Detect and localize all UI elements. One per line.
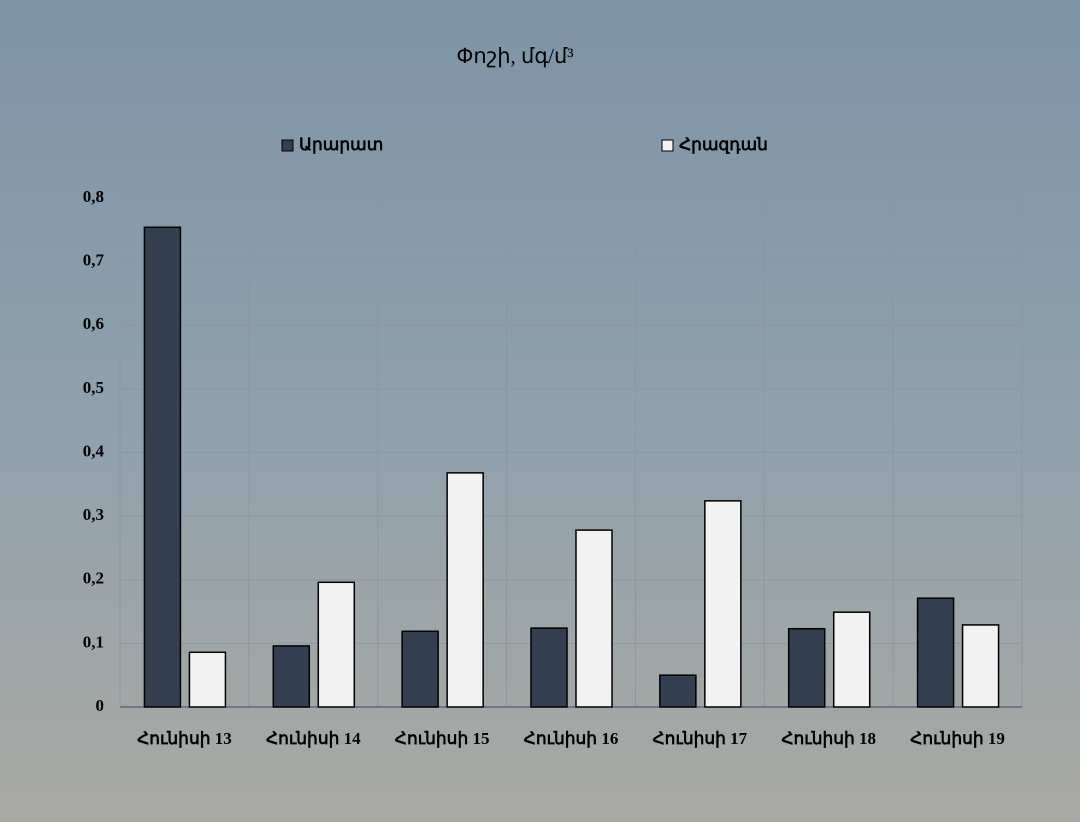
- y-tick-label: 0,4: [83, 441, 105, 460]
- y-tick-label: 0: [96, 696, 105, 715]
- y-tick-label: 0,3: [83, 505, 104, 524]
- bar: [446, 472, 484, 708]
- x-tick-label: Հունիսի 18: [781, 729, 876, 748]
- x-tick-label: Հունիսի 15: [395, 729, 490, 748]
- x-tick-label: Հունիսի 16: [524, 729, 619, 748]
- bar: [401, 630, 439, 708]
- y-tick-label: 0,5: [83, 378, 104, 397]
- chart-title: Փոշի, մգ/մ³: [456, 44, 573, 68]
- x-tick-label: Հունիսի 17: [653, 729, 748, 748]
- bar: [961, 624, 1000, 708]
- x-tick-label: Հունիսի 13: [137, 729, 232, 748]
- legend-label: Արարատ: [299, 135, 383, 154]
- bar: [832, 611, 871, 708]
- bar: [787, 627, 826, 708]
- y-tick-label: 0,2: [83, 569, 104, 588]
- legend-label: Հրազդան: [679, 135, 768, 154]
- bar: [143, 226, 182, 708]
- y-tick-label: 0,1: [83, 632, 104, 651]
- bar: [704, 500, 742, 708]
- bar: [575, 529, 613, 708]
- legend-swatch: [281, 139, 294, 152]
- x-tick-label: Հունիսի 14: [266, 729, 361, 748]
- legend-swatch: [661, 139, 674, 152]
- bar: [916, 597, 955, 708]
- bar: [317, 581, 356, 708]
- y-tick-label: 0,7: [83, 251, 105, 270]
- y-tick-label: 0,8: [83, 187, 104, 206]
- x-tick-label: Հունիսի 19: [910, 729, 1005, 748]
- y-tick-label: 0,6: [83, 314, 104, 333]
- bar: [188, 651, 227, 708]
- bar: [659, 674, 697, 708]
- bar: [272, 645, 311, 708]
- bar: [530, 627, 568, 708]
